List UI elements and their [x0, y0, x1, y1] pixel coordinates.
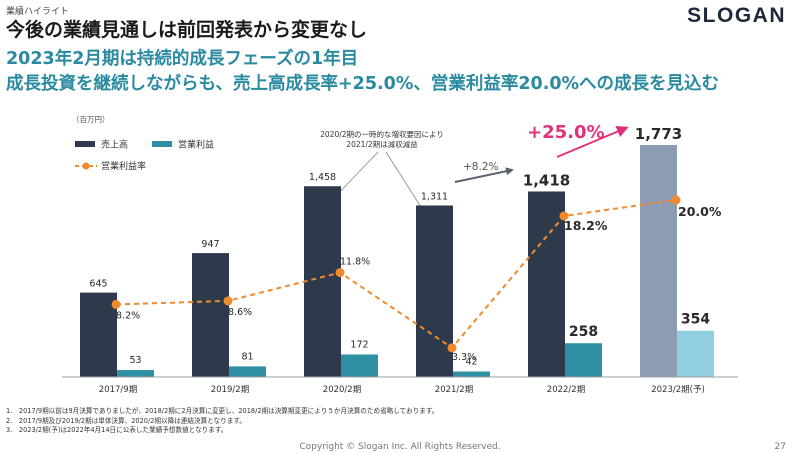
subtitle-line-2: 成長投資を継続しながらも、売上高成長率+25.0%、営業利益率20.0%への成長… — [6, 74, 720, 94]
label-profit-4: 258 — [569, 324, 598, 340]
legend-label-sales: 売上高 — [101, 139, 128, 151]
label-sales-3: 1,311 — [421, 191, 448, 202]
footnote-2: 2. 2017/9期及び2019/2期は単体決算、2020/2期以降は連結決算と… — [6, 416, 246, 425]
label-margin-1: 8.6% — [228, 307, 252, 318]
margin-line — [115, 199, 677, 350]
callout-text-1: 2020/2期の一時的な増収要因により — [320, 129, 444, 139]
margin-point-4 — [559, 211, 569, 221]
footnote-3: 3. 2023/2期(予)は2022年4月14日に公表した業績予想数値となります… — [6, 426, 228, 434]
bar-profit-2 — [341, 354, 378, 377]
growth-label-small: +8.2% — [463, 161, 498, 173]
x-label-5: 2023/2期(予) — [651, 385, 705, 395]
section-label: 業績ハイライト — [6, 7, 69, 17]
label-margin-5: 20.0% — [678, 204, 722, 219]
x-label-4: 2022/2期 — [547, 385, 585, 395]
growth-arrow-big — [556, 125, 629, 158]
page-number: 27 — [774, 442, 786, 452]
legend-swatch-margin-dot — [82, 162, 90, 170]
label-margin-0: 8.2% — [116, 310, 140, 321]
bar-sales-0 — [80, 292, 117, 377]
label-profit-3: 42 — [465, 357, 477, 368]
bar-profit-3 — [453, 371, 490, 377]
callout-leader-left — [333, 151, 379, 199]
label-sales-4: 1,418 — [523, 171, 570, 189]
bar-profit-4 — [565, 343, 602, 377]
label-profit-5: 354 — [681, 312, 710, 328]
bar-profit-5 — [677, 330, 714, 377]
label-sales-5: 1,773 — [635, 125, 682, 143]
bar-sales-1 — [192, 253, 229, 377]
unit-label: （百万円） — [72, 115, 110, 124]
footnote-1: 1. 2017/9期以前は9月決算でありましたが、2018/2期に2月決算に変更… — [6, 407, 439, 415]
bar-sales-5 — [640, 145, 677, 377]
bar-sales-2 — [304, 186, 341, 377]
margin-point-2 — [335, 268, 345, 278]
bar-sales-4 — [528, 191, 565, 377]
label-sales-0: 645 — [89, 279, 107, 290]
label-margin-2: 11.8% — [340, 257, 370, 268]
page-title: 今後の業績見通しは前回発表から変更なし — [6, 19, 368, 41]
margin-point-1 — [223, 296, 233, 306]
copyright: Copyright © Slogan Inc. All Rights Reser… — [299, 442, 501, 452]
label-profit-2: 172 — [350, 339, 368, 350]
callout-text-2: 2021/2期は減収減益 — [346, 139, 418, 149]
growth-arrow-small — [454, 167, 514, 183]
growth-label-big: +25.0% — [527, 122, 605, 143]
x-label-2: 2020/2期 — [323, 385, 361, 395]
label-profit-1: 81 — [241, 351, 253, 362]
company-logo: SLOGAN — [687, 4, 786, 27]
label-sales-1: 947 — [201, 239, 219, 250]
bars-layer: 645 53 947 81 1,458 172 1,311 42 1,418 258 1,773 35… — [80, 125, 714, 377]
label-margin-3: 3.3% — [452, 352, 476, 363]
legend-label-profit: 営業利益 — [178, 139, 214, 151]
footnotes: 1. 2017/9期以前は9月決算でありましたが、2018/2期に2月決算に変更… — [6, 407, 438, 436]
margin-line-layer: 8.2% 8.6% 11.8% 3.3% 18.2% 20.0% — [111, 195, 722, 363]
x-label-1: 2019/2期 — [211, 385, 249, 395]
legend-swatch-profit — [152, 141, 172, 147]
margin-point-0 — [111, 299, 121, 309]
subtitle-line-1: 2023年2月期は持続的成長フェーズの1年目 — [6, 49, 359, 69]
margin-point-5 — [671, 195, 681, 205]
label-margin-4: 18.2% — [564, 218, 608, 233]
legend-label-margin: 営業利益率 — [101, 160, 146, 172]
x-label-3: 2021/2期 — [435, 385, 473, 395]
bar-profit-0 — [117, 370, 154, 377]
legend-swatch-sales — [75, 141, 95, 147]
bar-sales-3 — [416, 205, 453, 377]
x-axis-labels: 2017/9期 2019/2期 2020/2期 2021/2期 2022/2期 2023/… — [99, 385, 705, 395]
label-profit-0: 53 — [129, 355, 141, 366]
legend: 売上高 営業利益 営業利益率 — [75, 139, 214, 172]
bar-profit-1 — [229, 366, 266, 377]
label-sales-2: 1,458 — [309, 172, 336, 183]
margin-point-3 — [447, 343, 457, 353]
x-label-0: 2017/9期 — [99, 385, 137, 395]
